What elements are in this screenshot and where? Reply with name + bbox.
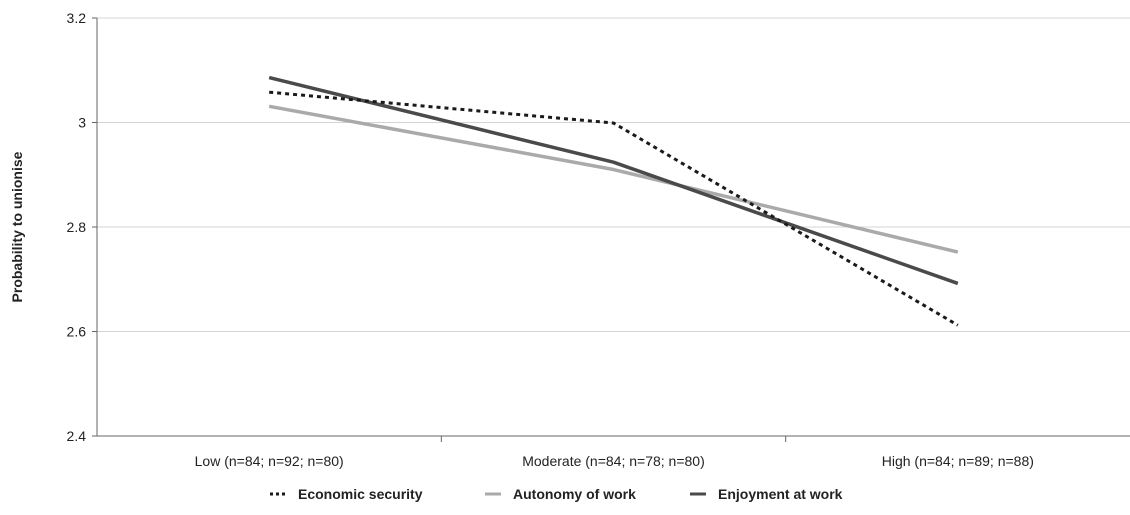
y-tick-label: 3 xyxy=(78,115,86,131)
y-tick-label: 3.2 xyxy=(67,10,87,26)
y-axis-title: Probability to unionise xyxy=(9,151,25,302)
gridlines xyxy=(97,17,1130,332)
y-tick-label: 2.8 xyxy=(67,219,87,235)
series-line-economic-security xyxy=(269,90,959,327)
x-tick-label: High (n=84; n=89; n=88) xyxy=(882,453,1034,469)
series-line-autonomy-of-work xyxy=(268,104,959,254)
legend-item-economic-security: Economic security xyxy=(270,486,423,502)
series-lines xyxy=(268,75,959,327)
legend-label: Economic security xyxy=(298,486,423,502)
y-axis-ticks: 2.4 2.6 2.8 3 3.2 xyxy=(67,10,97,444)
y-tick-label: 2.6 xyxy=(67,324,87,340)
series-line-enjoyment-at-work xyxy=(268,75,959,286)
legend-label: Enjoyment at work xyxy=(718,486,843,502)
x-tick-label: Moderate (n=84; n=78; n=80) xyxy=(522,453,705,469)
legend-item-autonomy-of-work: Autonomy of work xyxy=(485,486,636,502)
legend-item-enjoyment-at-work: Enjoyment at work xyxy=(690,486,843,502)
x-axis-ticks: Low (n=84; n=92; n=80) Moderate (n=84; n=… xyxy=(195,436,1034,469)
legend-label: Autonomy of work xyxy=(513,486,636,502)
legend: Economic security Autonomy of work Enjoyme… xyxy=(270,486,843,502)
y-tick-label: 2.4 xyxy=(67,428,87,444)
x-tick-label: Low (n=84; n=92; n=80) xyxy=(195,453,344,469)
